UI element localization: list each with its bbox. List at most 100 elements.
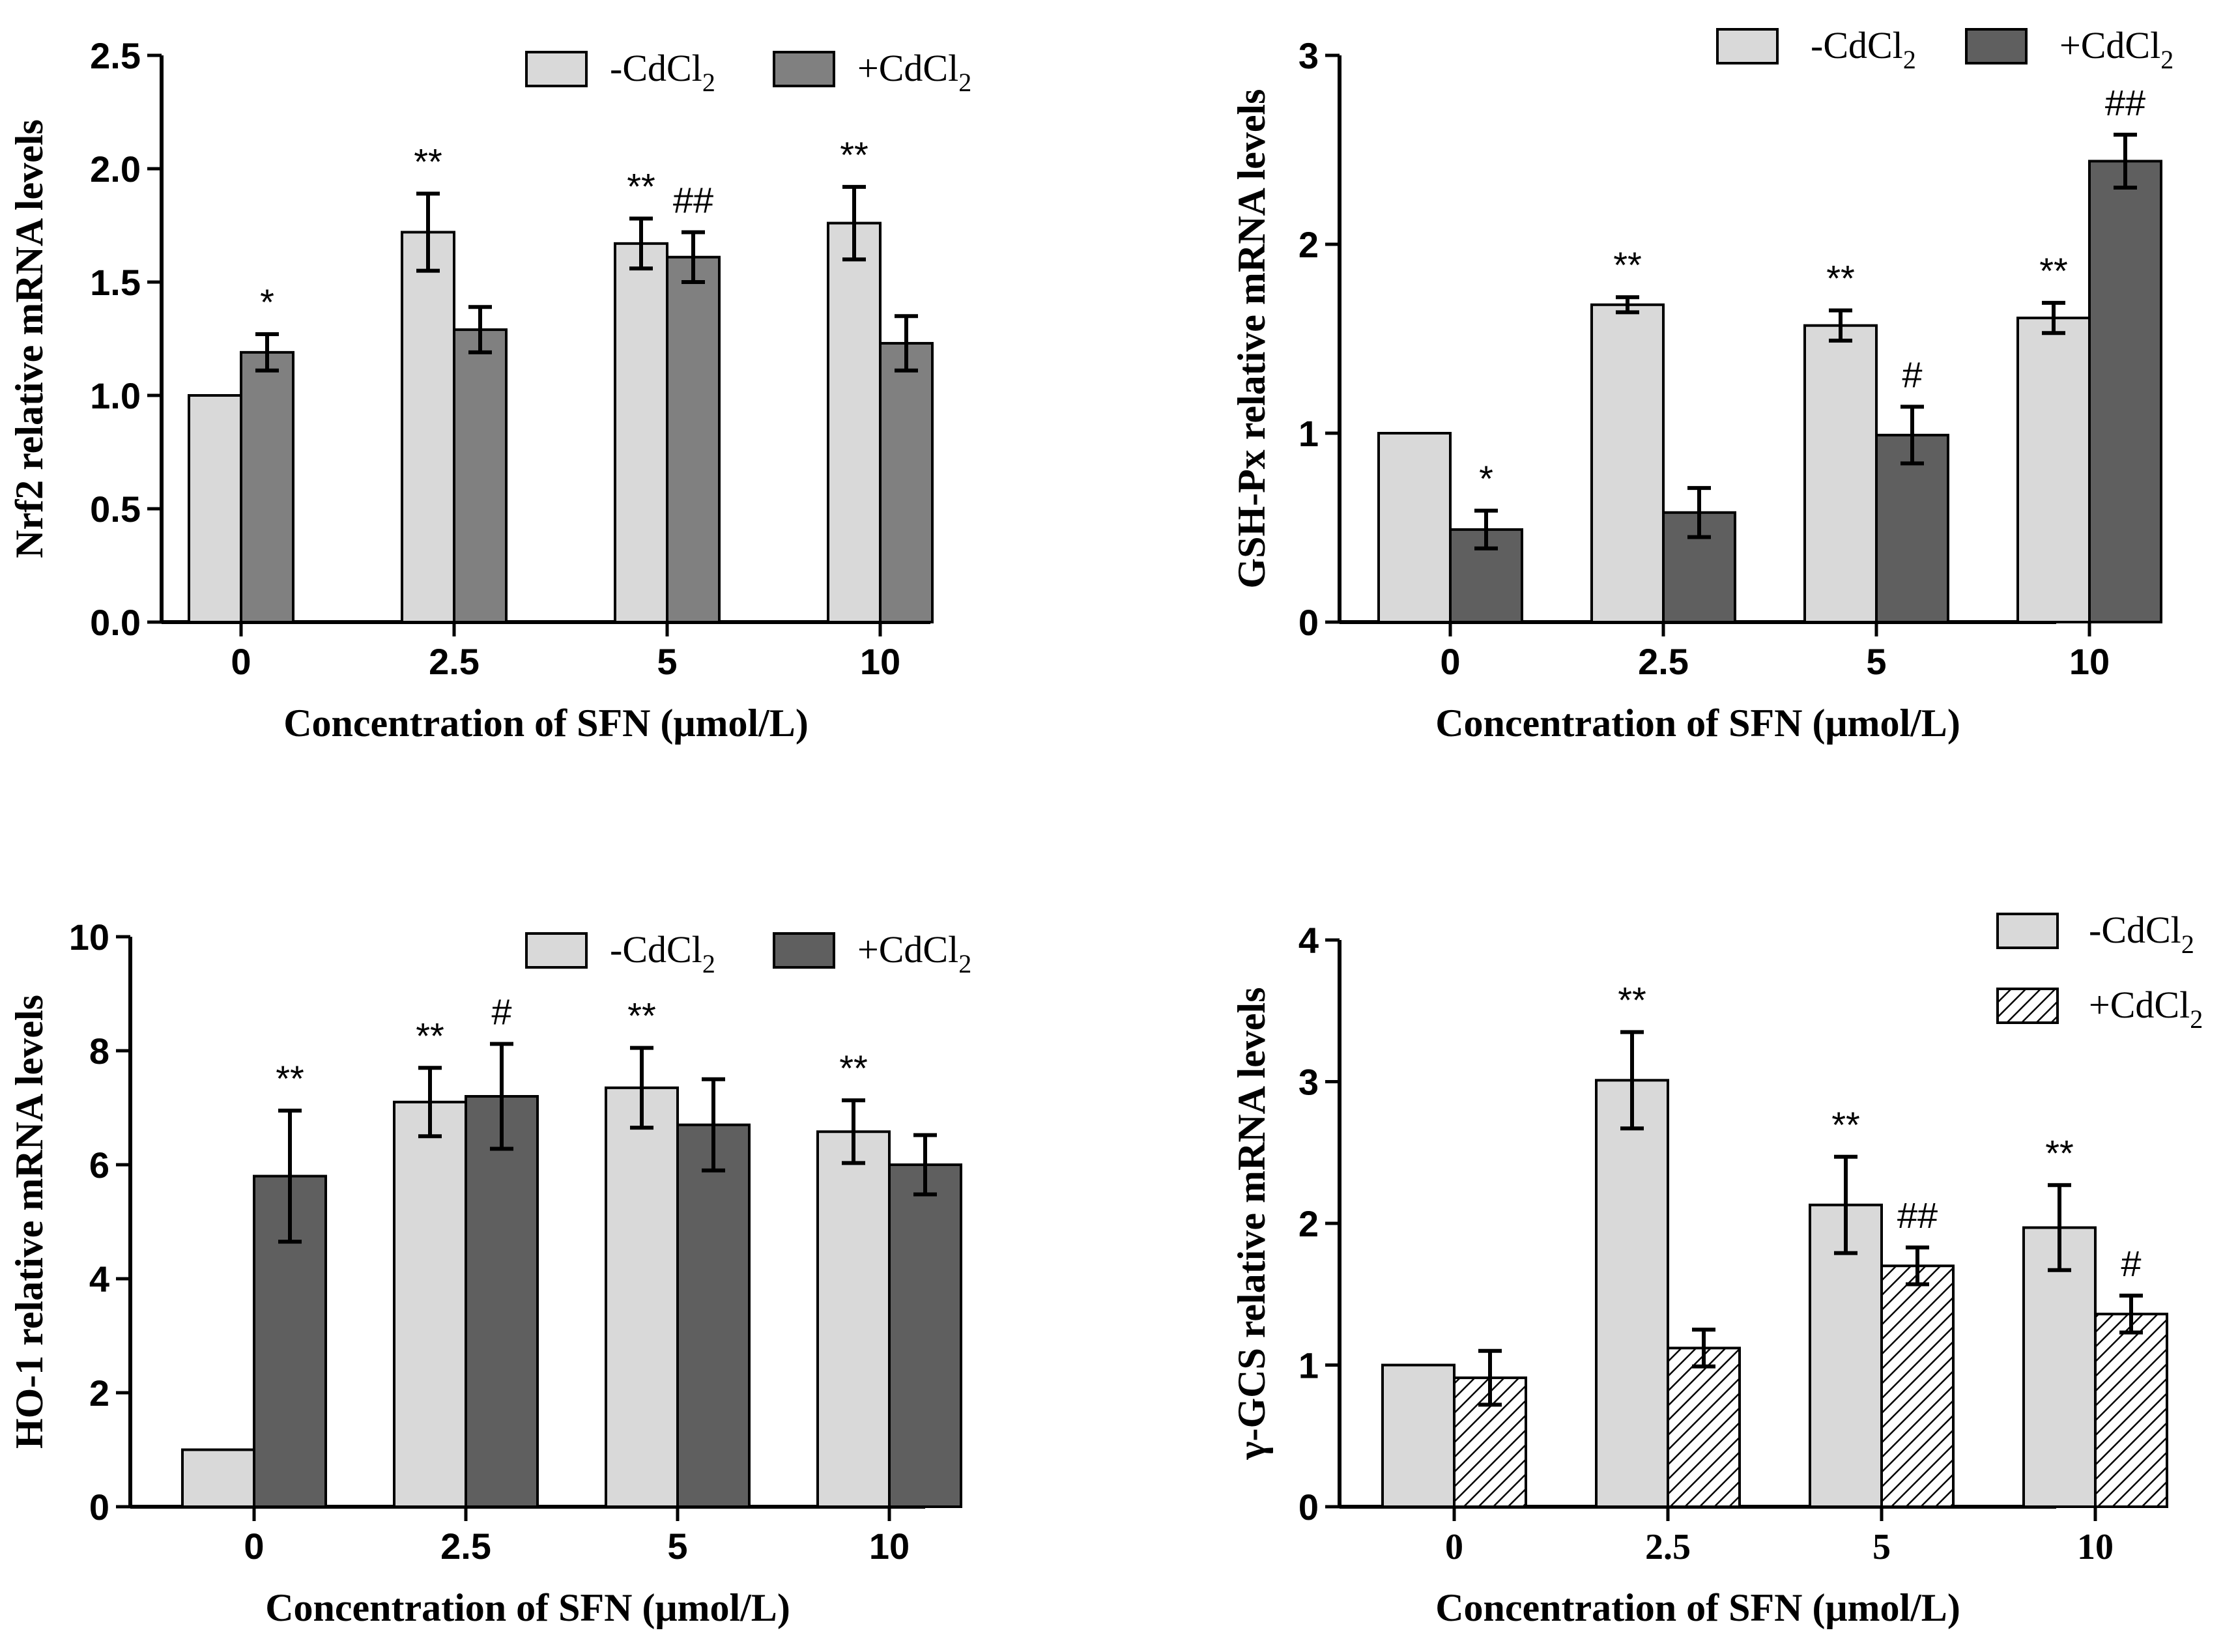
x-tick-label: 5 <box>667 1526 687 1567</box>
y-tick-label: 0.0 <box>90 602 141 643</box>
significance-label: ## <box>1897 1195 1938 1236</box>
significance-label: ** <box>414 141 442 182</box>
y-tick-label: 2.0 <box>90 149 141 190</box>
y-tick-label: 2 <box>1298 1203 1319 1244</box>
error-bar <box>255 332 279 373</box>
significance-label: ** <box>839 1047 868 1089</box>
legend-label: -CdCl2 <box>1811 24 1916 74</box>
error-bar <box>468 305 492 354</box>
x-tick-label: 0 <box>1445 1527 1463 1567</box>
error-bar <box>2114 132 2137 190</box>
bar-minus-cdcl2 <box>1381 1363 1456 1508</box>
bar-minus-cdcl2 <box>1809 1203 1883 1508</box>
chart-ho1: 0 2 4 6 8 10 0 ** 2.5 ** #5 ** 10 ** HO-1 relative mRN… <box>8 917 971 1629</box>
error-bar <box>278 1108 302 1244</box>
y-tick-label: 2 <box>89 1373 109 1414</box>
error-bar <box>2048 1183 2071 1272</box>
error-bar <box>895 314 918 373</box>
error-bar <box>1474 508 1498 550</box>
error-bar <box>418 1066 442 1139</box>
error-bar <box>913 1133 937 1197</box>
y-tick-label: 0 <box>89 1487 109 1528</box>
y-tick-label: 1.5 <box>90 262 141 303</box>
x-tick-label: 2.5 <box>429 641 480 682</box>
bar-plus-cdcl2 <box>1880 1264 1955 1508</box>
x-tick-label: 2.5 <box>440 1526 491 1567</box>
bar-minus-cdcl2 <box>401 231 455 623</box>
x-tick-label: 2.5 <box>1638 641 1689 682</box>
bar-plus-cdcl2 <box>676 1123 751 1508</box>
legend-label: -CdCl2 <box>610 47 715 97</box>
y-tick-label: 1.0 <box>90 375 141 416</box>
legend-swatch <box>525 51 588 87</box>
legend-swatch <box>1965 28 2028 64</box>
legend-label: +CdCl2 <box>857 47 971 97</box>
bar-minus-cdcl2 <box>2016 317 2091 623</box>
x-tick-label: 2.5 <box>1645 1527 1691 1567</box>
error-bar <box>1906 1245 1929 1287</box>
y-tick-label: 0 <box>1298 602 1319 643</box>
y-tick-label: 8 <box>89 1031 109 1072</box>
significance-label: ** <box>2045 1132 2074 1173</box>
x-tick-label: 0 <box>1440 641 1460 682</box>
legend-label: -CdCl2 <box>2089 909 2194 959</box>
y-tick-label: 6 <box>89 1145 109 1186</box>
bar-plus-cdcl2 <box>1875 433 1949 624</box>
y-tick-label: 2.5 <box>90 35 141 76</box>
error-bar <box>1900 405 1924 466</box>
bar-plus-cdcl2 <box>666 255 721 624</box>
error-bar <box>842 184 866 262</box>
y-tick-label: 3 <box>1298 35 1319 76</box>
error-bar <box>842 1098 865 1165</box>
legend-label: +CdCl2 <box>2059 24 2173 74</box>
bar-minus-cdcl2 <box>188 394 242 623</box>
bar-plus-cdcl2 <box>2094 1313 2168 1508</box>
bar-minus-cdcl2 <box>181 1448 255 1508</box>
x-tick-label: 10 <box>2069 641 2110 682</box>
bar-minus-cdcl2 <box>1803 324 1878 623</box>
significance-label: ## <box>2105 82 2145 123</box>
x-tick-label: 10 <box>869 1526 910 1567</box>
x-tick-label: 0 <box>231 641 251 682</box>
bar-minus-cdcl2 <box>816 1130 891 1508</box>
y-tick-label: 1 <box>1298 1345 1319 1386</box>
bar-plus-cdcl2 <box>1667 1346 1741 1509</box>
significance-label: # <box>491 991 511 1032</box>
significance-label: ** <box>1831 1104 1860 1145</box>
error-bar <box>1478 1348 1502 1407</box>
significance-label: ** <box>1826 258 1855 299</box>
x-tick-label: 5 <box>1872 1527 1891 1567</box>
bar-plus-cdcl2 <box>240 350 294 623</box>
significance-label: ** <box>627 166 655 207</box>
error-bar <box>1829 308 1852 343</box>
chart-gshpx: 0 1 2 3 0 * 2.5 ** 5 ** #10 ** ## GSH-Px relative mRN… <box>1230 24 2173 745</box>
legend-swatch <box>525 932 588 969</box>
significance-label: # <box>2121 1243 2141 1284</box>
significance-label: ** <box>2039 250 2068 291</box>
bar-plus-cdcl2 <box>888 1163 962 1508</box>
significance-label: ** <box>416 1015 444 1056</box>
legend-label: +CdCl2 <box>2089 984 2203 1034</box>
y-tick-label: 1 <box>1298 413 1319 454</box>
significance-label: ## <box>673 179 713 220</box>
bar-minus-cdcl2 <box>1595 1079 1669 1508</box>
x-axis-title: Concentration of SFN (μmol/L) <box>1435 1586 1960 1629</box>
error-bar <box>1620 1030 1644 1131</box>
legend-swatch <box>1996 913 2059 949</box>
x-axis-title: Concentration of SFN (μmol/L) <box>1435 702 1960 745</box>
error-bar <box>2119 1293 2143 1335</box>
error-bar <box>1687 486 1711 539</box>
y-tick-label: 0.5 <box>90 489 141 530</box>
bar-minus-cdcl2 <box>393 1100 467 1508</box>
bar-minus-cdcl2 <box>1377 432 1452 623</box>
significance-label: * <box>1479 458 1493 499</box>
x-tick-label: 5 <box>1866 641 1886 682</box>
chart-nrf2: 0.0 0.5 1.0 1.5 2.0 2.5 0 * 2.5 ** 5 ** ## 10 ** Nrf2 r… <box>8 35 971 745</box>
legend-swatch <box>773 932 835 969</box>
error-bar <box>702 1077 725 1173</box>
y-tick-label: 0 <box>1298 1487 1319 1528</box>
error-bar <box>416 192 440 273</box>
significance-label: ** <box>840 134 868 175</box>
bar-minus-cdcl2 <box>827 221 882 623</box>
